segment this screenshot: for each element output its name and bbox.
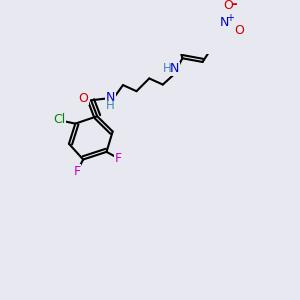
Text: N: N xyxy=(106,91,115,104)
Text: +: + xyxy=(226,14,234,23)
Text: H: H xyxy=(106,99,115,112)
Text: O: O xyxy=(234,24,244,37)
Text: -: - xyxy=(232,0,237,11)
Text: H: H xyxy=(163,62,171,75)
Text: O: O xyxy=(79,92,88,105)
Text: F: F xyxy=(115,152,122,165)
Text: N: N xyxy=(220,16,229,29)
Text: N: N xyxy=(169,62,179,75)
Text: Cl: Cl xyxy=(53,113,65,126)
Text: F: F xyxy=(74,165,81,178)
Text: O: O xyxy=(224,0,233,12)
